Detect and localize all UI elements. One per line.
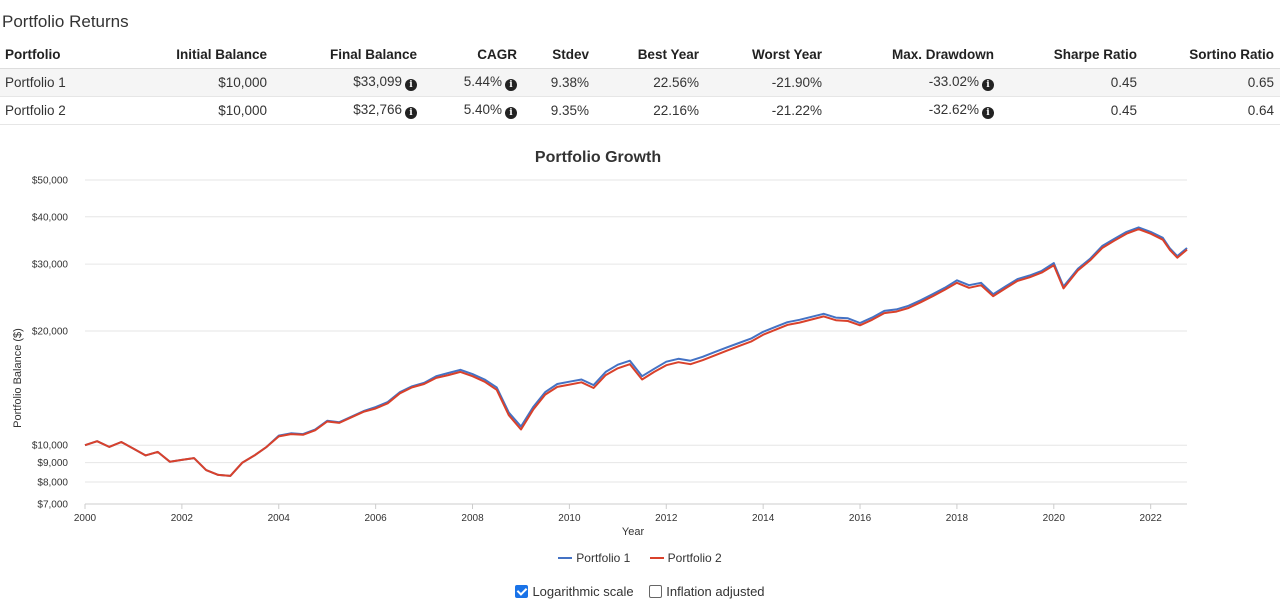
info-circle-icon[interactable]: i bbox=[982, 107, 994, 119]
cell-worst-year: -21.90% bbox=[705, 68, 828, 97]
max-drawdown-value: -33.02% bbox=[928, 74, 979, 89]
info-circle-icon[interactable]: i bbox=[405, 79, 417, 91]
cagr-value: 5.44% bbox=[463, 74, 502, 89]
cell-sharpe-ratio: 0.45 bbox=[1000, 68, 1143, 97]
x-tick-label: 2010 bbox=[558, 513, 581, 524]
cell-stdev: 9.38% bbox=[523, 68, 595, 97]
final-balance-value: $32,766 bbox=[353, 102, 402, 117]
cell-initial-balance: $10,000 bbox=[126, 96, 273, 125]
cell-max-drawdown: -33.02% i bbox=[828, 68, 1000, 97]
legend-swatch bbox=[558, 557, 573, 559]
x-tick-label: 2018 bbox=[946, 513, 969, 524]
cell-best-year: 22.16% bbox=[595, 96, 705, 125]
x-tick-label: 2020 bbox=[1043, 513, 1066, 524]
y-tick-label: $30,000 bbox=[32, 260, 69, 271]
legend-label: Portfolio 1 bbox=[576, 551, 631, 565]
x-tick-label: 2022 bbox=[1140, 513, 1163, 524]
y-tick-label: $9,000 bbox=[37, 458, 68, 469]
cell-portfolio: Portfolio 1 bbox=[0, 68, 126, 97]
x-tick-label: 2012 bbox=[655, 513, 678, 524]
log-scale-option[interactable]: Logarithmic scale bbox=[515, 584, 634, 599]
x-tick-label: 2004 bbox=[268, 513, 291, 524]
col-header-sortino-ratio: Sortino Ratio bbox=[1143, 40, 1280, 69]
col-header-final-balance: Final Balance bbox=[273, 40, 423, 69]
x-tick-label: 2008 bbox=[461, 513, 484, 524]
x-tick-label: 2002 bbox=[171, 513, 194, 524]
x-tick-label: 2014 bbox=[752, 513, 775, 524]
legend-item-portfolio-1[interactable]: Portfolio 1 bbox=[558, 551, 630, 565]
legend-swatch bbox=[649, 557, 664, 559]
cell-best-year: 22.56% bbox=[595, 68, 705, 97]
inflation-adjusted-option[interactable]: Inflation adjusted bbox=[649, 584, 765, 599]
col-header-cagr: CAGR bbox=[423, 40, 523, 69]
portfolio-growth-chart: Portfolio Growth $7,000 $8,000 $9,000 $10,0… bbox=[12, 149, 1188, 538]
max-drawdown-value: -32.62% bbox=[928, 102, 979, 117]
col-header-stdev: Stdev bbox=[523, 40, 595, 69]
cell-final-balance: $33,099 i bbox=[273, 68, 423, 97]
col-header-portfolio: Portfolio bbox=[0, 40, 126, 69]
y-tick-label: $10,000 bbox=[32, 441, 69, 452]
table-row: Portfolio 1 $10,000 $33,099 i 5.44% i 9.38… bbox=[0, 68, 1280, 97]
chart-options: Logarithmic scale Inflation adjusted bbox=[0, 584, 1280, 599]
log-scale-label[interactable]: Logarithmic scale bbox=[532, 584, 634, 599]
col-header-max-drawdown: Max. Drawdown bbox=[828, 40, 1000, 69]
table-row: Portfolio 2 $10,000 $32,766 i 5.40% i 9.35… bbox=[0, 96, 1280, 125]
info-circle-icon[interactable]: i bbox=[405, 107, 417, 119]
portfolio-returns-table: Portfolio Initial Balance Final Balance … bbox=[0, 40, 1280, 125]
col-header-initial-balance: Initial Balance bbox=[126, 40, 273, 69]
legend-item-portfolio-2[interactable]: Portfolio 2 bbox=[649, 551, 722, 565]
cell-cagr: 5.40% i bbox=[423, 96, 523, 125]
info-circle-icon[interactable]: i bbox=[505, 79, 517, 91]
cell-sortino-ratio: 0.64 bbox=[1143, 96, 1280, 125]
col-header-worst-year: Worst Year bbox=[705, 40, 828, 69]
col-header-best-year: Best Year bbox=[595, 40, 705, 69]
x-tick-label: 2016 bbox=[849, 513, 872, 524]
cell-sortino-ratio: 0.65 bbox=[1143, 68, 1280, 97]
cagr-value: 5.40% bbox=[463, 102, 502, 117]
inflation-adjusted-checkbox[interactable] bbox=[649, 585, 663, 598]
final-balance-value: $33,099 bbox=[353, 74, 402, 89]
y-tick-label: $20,000 bbox=[32, 326, 69, 337]
table-header-row: Portfolio Initial Balance Final Balance … bbox=[0, 40, 1280, 69]
chart-title: Portfolio Growth bbox=[535, 149, 661, 166]
cell-portfolio: Portfolio 2 bbox=[0, 96, 126, 125]
cell-cagr: 5.44% i bbox=[423, 68, 523, 97]
info-circle-icon[interactable]: i bbox=[982, 79, 994, 91]
y-axis-label: Portfolio Balance ($) bbox=[12, 328, 24, 428]
chart-legend: Portfolio 1 Portfolio 2 bbox=[0, 551, 1280, 565]
col-header-sharpe-ratio: Sharpe Ratio bbox=[1000, 40, 1143, 69]
x-tick-label: 2000 bbox=[74, 513, 97, 524]
y-tick-label: $7,000 bbox=[37, 500, 68, 511]
cell-final-balance: $32,766 i bbox=[273, 96, 423, 125]
log-scale-checkbox[interactable] bbox=[515, 585, 529, 598]
cell-worst-year: -21.22% bbox=[705, 96, 828, 125]
cell-initial-balance: $10,000 bbox=[126, 68, 273, 97]
x-axis-label: Year bbox=[622, 526, 645, 538]
legend-label: Portfolio 2 bbox=[667, 551, 722, 565]
x-tick-label: 2006 bbox=[365, 513, 388, 524]
info-circle-icon[interactable]: i bbox=[505, 107, 517, 119]
section-title: Portfolio Returns bbox=[2, 12, 129, 31]
cell-max-drawdown: -32.62% i bbox=[828, 96, 1000, 125]
y-tick-label: $40,000 bbox=[32, 212, 69, 223]
y-tick-label: $50,000 bbox=[32, 176, 69, 187]
y-tick-label: $8,000 bbox=[37, 477, 68, 488]
cell-stdev: 9.35% bbox=[523, 96, 595, 125]
series-line-portfolio-2[interactable] bbox=[84, 228, 1188, 477]
cell-sharpe-ratio: 0.45 bbox=[1000, 96, 1143, 125]
inflation-adjusted-label[interactable]: Inflation adjusted bbox=[666, 584, 765, 599]
